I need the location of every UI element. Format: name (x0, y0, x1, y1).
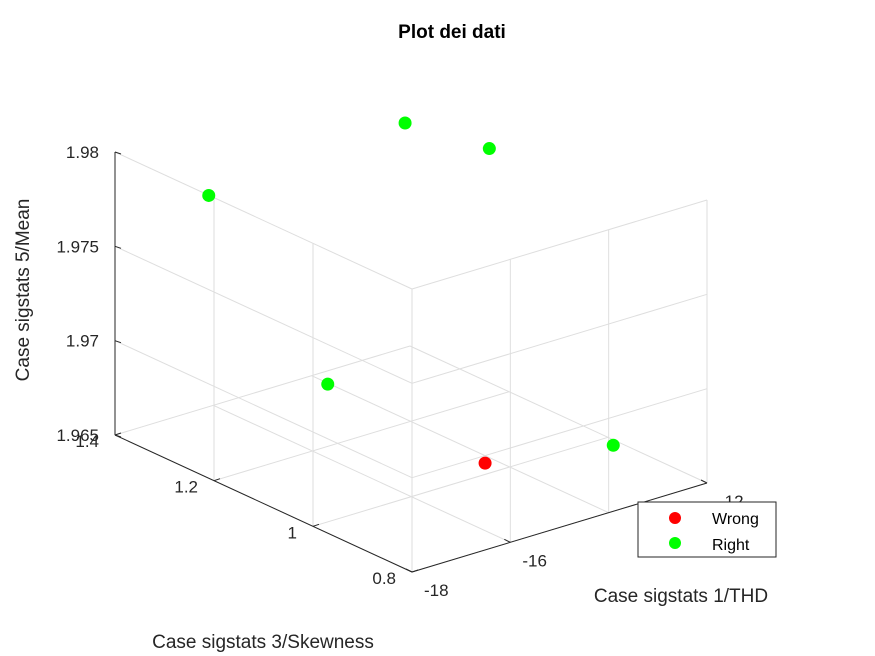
gridline-floor-y (312, 436, 609, 527)
y-tick-label: 1 (288, 523, 297, 542)
z-tick-mark (114, 245, 122, 249)
y-tick-mark (312, 523, 320, 527)
gridline-floor-y (114, 345, 411, 436)
gridline-left-wall-z (114, 340, 413, 479)
gridline-left-wall-z (114, 151, 413, 290)
gridline-back-wall-z (411, 388, 708, 479)
z-tick-label: 1.98 (66, 143, 99, 162)
legend-marker-right (669, 537, 681, 549)
legend[interactable]: Wrong Right (637, 501, 777, 558)
legend-box (637, 501, 777, 558)
gridline-floor-y (213, 391, 510, 482)
data-point-right[interactable] (606, 438, 620, 452)
gridline-floor-x (311, 375, 609, 514)
x-tick-label: -18 (424, 581, 449, 600)
y-axis-label: Case sigstats 3/Skewness (152, 632, 374, 653)
data-point-right[interactable] (321, 377, 335, 391)
x-axis-line (411, 482, 708, 573)
data-point-right[interactable] (202, 188, 216, 202)
chart-title: Plot dei dati (398, 22, 506, 43)
y-tick-label: 0.8 (372, 569, 396, 588)
gridline-floor-x (409, 345, 708, 484)
x-tick-mark (700, 479, 708, 484)
data-point-wrong[interactable] (478, 456, 492, 470)
axis-layer (114, 151, 708, 573)
z-tick-mark (114, 434, 122, 438)
z-tick-label: 1.975 (56, 237, 99, 256)
y-axis-line (114, 434, 413, 573)
x-tick-label: -16 (522, 551, 547, 570)
z-tick-mark (114, 340, 122, 344)
z-tick-mark (114, 151, 122, 155)
legend-marker-wrong (669, 512, 681, 524)
grid-layer (114, 151, 708, 573)
x-tick-mark (504, 538, 511, 543)
data-point-right[interactable] (398, 116, 412, 130)
y-tick-mark (411, 569, 419, 573)
gridline-left-wall-z (114, 245, 413, 384)
z-tick-label: 1.97 (66, 332, 99, 351)
gridline-back-wall-z (411, 199, 708, 290)
x-tick-mark (405, 568, 413, 573)
y-tick-mark (114, 432, 122, 436)
legend-label-wrong: Wrong (712, 511, 759, 528)
legend-label-right: Right (712, 537, 750, 554)
y-tick-label: 1.4 (75, 432, 99, 451)
gridline-back-wall-z (411, 293, 708, 384)
y-tick-label: 1.2 (174, 478, 198, 497)
x-axis-label: Case sigstats 1/THD (594, 586, 768, 607)
z-axis-label: Case sigstats 5/Mean (13, 199, 34, 382)
y-tick-mark (213, 478, 221, 482)
z-tick-label: 1.965 (56, 426, 99, 445)
data-point-right[interactable] (482, 142, 496, 156)
gridline-floor-x (213, 404, 511, 543)
point-layer (202, 116, 620, 470)
